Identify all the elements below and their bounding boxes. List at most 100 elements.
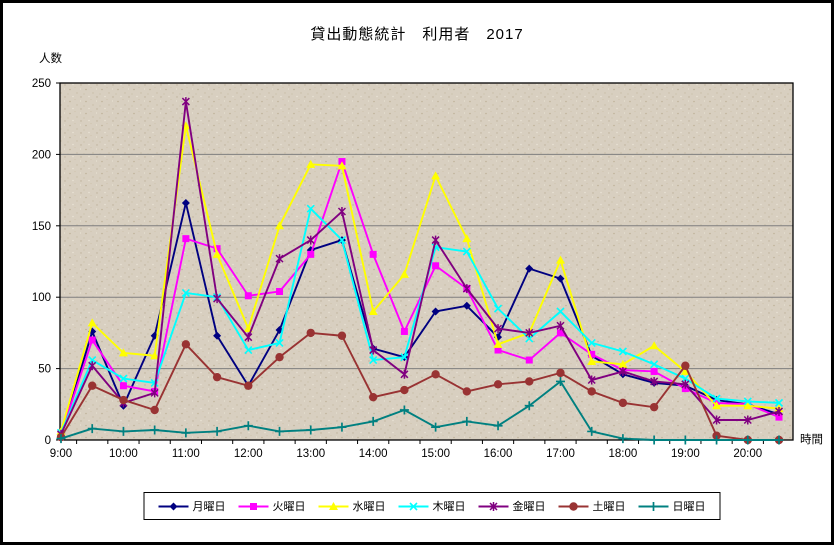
legend-item-水曜日: 水曜日 — [318, 498, 386, 514]
series-line — [60, 207, 780, 434]
data-point — [556, 274, 565, 283]
data-point — [743, 435, 753, 445]
data-point — [712, 415, 721, 425]
legend-item-日曜日: 日曜日 — [638, 498, 706, 514]
legend-label: 木曜日 — [432, 501, 466, 513]
data-point — [181, 428, 191, 438]
legend-item-月曜日: 月曜日 — [158, 498, 226, 514]
data-point — [556, 321, 565, 331]
x-tick-label: 19:00 — [671, 448, 700, 460]
legend-marker — [569, 501, 578, 511]
plot-border — [59, 82, 794, 441]
legend-marker — [250, 502, 257, 510]
data-point — [462, 247, 471, 256]
legend-marker — [409, 501, 418, 511]
data-point — [181, 198, 190, 207]
series-木曜日 — [56, 204, 784, 437]
data-point — [618, 366, 627, 376]
legend-marker — [489, 501, 498, 511]
data-point — [181, 340, 191, 349]
data-point — [399, 405, 409, 415]
y-tick-label: 100 — [32, 292, 51, 304]
data-point — [306, 425, 316, 435]
data-point — [87, 424, 97, 434]
data-point — [119, 395, 128, 405]
data-point — [244, 345, 253, 355]
series-line — [60, 100, 780, 435]
legend-marker — [329, 501, 338, 510]
legend-label: 火曜日 — [272, 501, 306, 513]
legend-marker — [649, 501, 658, 511]
legend-item-土曜日: 土曜日 — [558, 498, 626, 514]
data-point — [243, 421, 253, 431]
data-point — [400, 327, 408, 335]
data-point — [587, 356, 597, 365]
data-point — [712, 394, 721, 403]
data-point — [432, 262, 440, 270]
data-point — [587, 387, 596, 396]
data-point — [712, 401, 722, 410]
x-tick-label: 18:00 — [609, 448, 638, 460]
data-point — [462, 234, 472, 243]
data-point — [462, 284, 471, 294]
legend-label: 水曜日 — [352, 501, 386, 513]
data-point — [556, 307, 565, 316]
data-point — [118, 426, 128, 436]
legend: 月曜日 火曜日 水曜日 木曜日 金曜日 土曜日 日曜日 — [143, 492, 721, 520]
data-point — [525, 377, 534, 386]
data-point — [462, 416, 472, 426]
x-tick-label: 12:00 — [234, 448, 263, 460]
data-point — [275, 254, 284, 264]
data-point — [212, 249, 222, 258]
data-point — [587, 338, 596, 347]
data-point — [493, 421, 503, 431]
data-point — [369, 250, 377, 258]
y-tick-label: 200 — [32, 149, 51, 161]
data-point — [743, 397, 752, 406]
data-point — [150, 425, 160, 435]
data-point — [306, 159, 316, 168]
series-line — [60, 160, 780, 435]
x-tick-label: 17:00 — [546, 448, 575, 460]
legend-marker-diamond-icon — [158, 502, 189, 510]
data-point — [275, 338, 284, 347]
data-point — [150, 388, 159, 398]
legend-label: 日曜日 — [672, 501, 706, 513]
legend-marker — [169, 502, 178, 510]
data-point — [649, 402, 659, 412]
data-point — [462, 387, 472, 396]
data-point — [119, 382, 127, 390]
data-point — [368, 306, 378, 315]
data-point — [275, 352, 284, 362]
data-point — [275, 221, 285, 230]
data-point — [494, 346, 502, 354]
data-point — [337, 161, 347, 170]
data-point — [244, 292, 252, 300]
data-point — [88, 381, 97, 390]
data-point — [431, 307, 440, 316]
data-point — [556, 368, 565, 378]
data-point — [400, 385, 409, 395]
x-tick-label: 15:00 — [421, 448, 450, 460]
data-point — [555, 376, 565, 386]
data-point — [213, 245, 221, 253]
x-tick-label: 16:00 — [484, 448, 513, 460]
x-tick-labels: 9:00 10:00 11:00 12:00 13:00 14:00 15:00 16:00 1… — [50, 448, 762, 460]
data-point — [212, 426, 222, 436]
data-point — [275, 426, 285, 436]
data-point — [213, 294, 222, 304]
legend-marker-star-icon — [478, 501, 509, 511]
data-point — [431, 370, 440, 379]
legend-marker-plus-icon — [638, 501, 669, 511]
data-point — [337, 422, 347, 432]
data-point — [774, 398, 784, 407]
data-point — [493, 339, 503, 348]
data-point — [213, 331, 222, 340]
data-point — [212, 372, 222, 382]
data-point — [88, 361, 97, 371]
x-tick-label: 11:00 — [172, 448, 200, 460]
data-point — [182, 235, 190, 243]
data-point — [649, 435, 659, 445]
data-point — [431, 171, 441, 180]
